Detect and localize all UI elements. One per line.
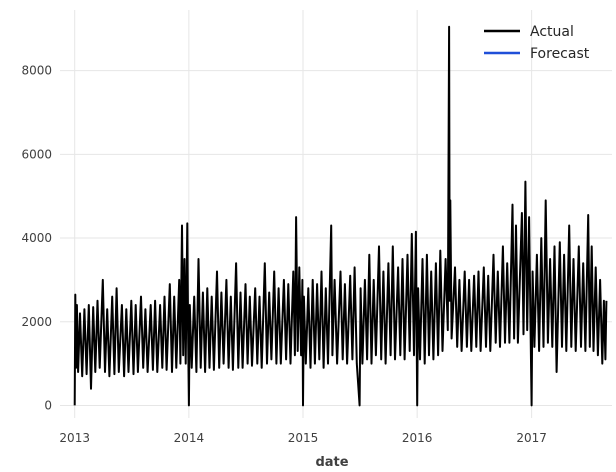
series-line-actual <box>73 25 608 407</box>
x-tick-label: 2017 <box>516 431 547 445</box>
x-tick-label: 2015 <box>288 431 319 445</box>
y-tick-label: 2000 <box>21 315 52 329</box>
y-tick-label: 4000 <box>21 231 52 245</box>
y-tick-label: 8000 <box>21 64 52 78</box>
legend: Actual Forecast <box>484 24 590 62</box>
x-tick-label: 2014 <box>174 431 205 445</box>
x-tick-label: 2016 <box>402 431 433 445</box>
legend-label-actual: Actual <box>530 24 574 40</box>
y-tick-label: 6000 <box>21 147 52 161</box>
x-tick-label: 2013 <box>59 431 90 445</box>
x-tick-labels: 2013 2014 2015 2016 2017 <box>59 431 546 445</box>
y-tick-labels: 0 2000 4000 6000 8000 <box>21 64 52 413</box>
series-layer <box>73 25 608 407</box>
legend-label-forecast: Forecast <box>530 46 590 62</box>
y-tick-label: 0 <box>44 398 52 412</box>
x-axis-title: date <box>315 455 348 470</box>
